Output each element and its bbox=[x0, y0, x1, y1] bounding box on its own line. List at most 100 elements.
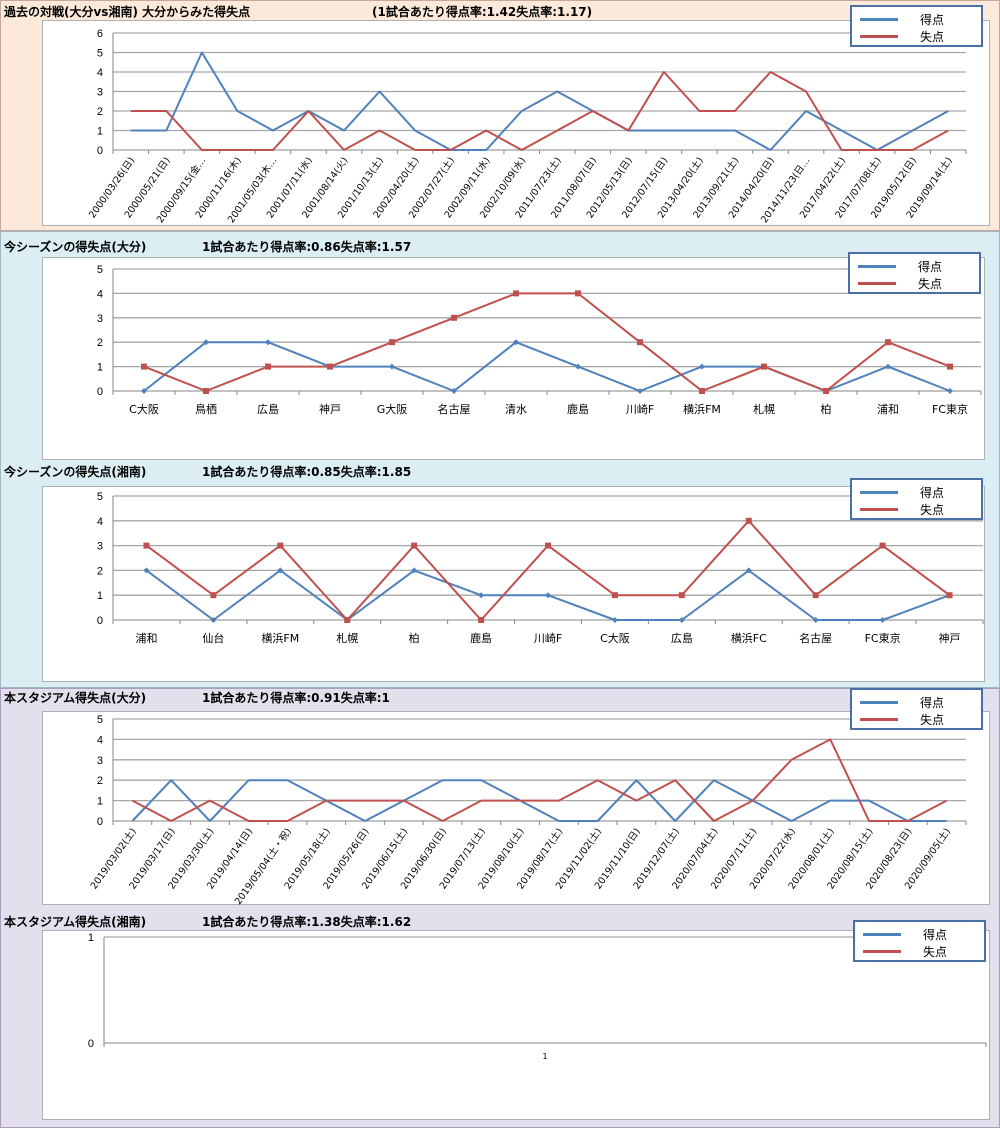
data-point-conceded bbox=[411, 542, 418, 549]
y-tick-label: 3 bbox=[97, 755, 103, 767]
data-point-conceded bbox=[265, 363, 271, 370]
y-tick-label: 0 bbox=[97, 615, 103, 627]
chart-svg: 0 1 1 bbox=[88, 932, 987, 1061]
x-tick-label: 浦和 bbox=[135, 632, 157, 645]
legend-item-scored: 得点 bbox=[863, 926, 947, 943]
legend-item-conceded: 失点 bbox=[863, 943, 947, 960]
x-tick-label: G大阪 bbox=[377, 402, 408, 416]
data-point-conceded bbox=[611, 592, 618, 599]
x-tick-label: 仙台 bbox=[202, 631, 224, 645]
data-point-conceded bbox=[389, 339, 395, 346]
chart-svg: 0 1 2 3 4 5 浦和 仙台 横浜FM 札幌 柏 鹿島 川崎F C大阪 広島 横浜FC 名古屋 FC東京 神戸 bbox=[97, 491, 984, 645]
x-tick-label: 神戸 bbox=[939, 631, 961, 645]
data-point-scored bbox=[745, 567, 752, 574]
chart-legend: 得点 失点 bbox=[850, 5, 983, 47]
data-point-scored bbox=[451, 388, 457, 394]
x-tick-label: 名古屋 bbox=[799, 631, 832, 645]
data-point-scored bbox=[277, 567, 284, 574]
data-point-scored bbox=[141, 388, 147, 394]
x-tick-label: 横浜FC bbox=[731, 631, 767, 645]
data-point-scored bbox=[545, 592, 551, 599]
y-tick-label: 4 bbox=[97, 734, 103, 746]
data-point-scored bbox=[389, 363, 395, 370]
data-point-scored bbox=[947, 388, 953, 394]
chart-stats: 1試合あたり得点率:1.38失点率:1.62 bbox=[202, 915, 412, 929]
data-point-conceded bbox=[885, 339, 891, 346]
data-point-scored bbox=[885, 363, 891, 370]
y-tick-label: 2 bbox=[97, 775, 103, 787]
x-tick-label: 鹿島 bbox=[567, 402, 589, 416]
legend-item-conceded: 失点 bbox=[860, 711, 944, 728]
data-point-conceded bbox=[947, 363, 953, 370]
data-point-conceded bbox=[203, 388, 209, 394]
y-tick-label: 1 bbox=[97, 362, 103, 374]
data-point-conceded bbox=[823, 388, 829, 394]
legend-swatch-scored bbox=[863, 933, 901, 936]
x-tick-label: 川崎F bbox=[626, 402, 654, 416]
chart-area: 0 1 2 3 4 5 C大阪 鳥栖 広島 神戸 G大阪 名古屋 清水 鹿島 川崎F 横浜FM 札幌 柏 浦和 FC東… bbox=[42, 257, 985, 460]
data-point-conceded bbox=[143, 542, 150, 549]
chart-title: 本スタジアム得失点(湘南) bbox=[4, 915, 147, 929]
y-tick-label: 3 bbox=[97, 87, 103, 99]
chart-stats: (1試合あたり得点率:1.42失点率:1.17) bbox=[372, 5, 593, 19]
legend-label-conceded: 失点 bbox=[920, 503, 945, 517]
x-tick-label: 神戸 bbox=[319, 402, 341, 416]
y-tick-label: 1 bbox=[97, 590, 103, 602]
x-tick-label: 1 bbox=[542, 1052, 547, 1061]
series-line-conceded bbox=[131, 738, 948, 822]
data-point-conceded bbox=[141, 363, 147, 370]
x-tick-label: 広島 bbox=[671, 631, 693, 645]
legend-label-conceded: 失点 bbox=[920, 30, 945, 44]
y-tick-label: 4 bbox=[97, 516, 103, 528]
data-point-scored bbox=[478, 592, 485, 599]
data-point-scored bbox=[678, 617, 685, 623]
data-point-conceded bbox=[699, 388, 705, 394]
data-point-conceded bbox=[545, 542, 551, 549]
legend-swatch-conceded bbox=[860, 35, 898, 38]
x-tick-label: 清水 bbox=[505, 403, 527, 416]
legend-swatch-conceded bbox=[858, 282, 896, 285]
x-tick-label: C大阪 bbox=[600, 631, 630, 645]
legend-label-scored: 得点 bbox=[920, 13, 945, 27]
x-tick-label: C大阪 bbox=[129, 402, 159, 416]
data-point-conceded bbox=[678, 592, 685, 599]
data-point-conceded bbox=[277, 542, 284, 549]
data-point-scored bbox=[513, 339, 519, 346]
y-tick-label: 5 bbox=[97, 48, 103, 60]
x-tick-label: 札幌 bbox=[336, 631, 358, 645]
chart-area: 0 1 2 3 4 5 浦和 仙台 横浜FM 札幌 柏 鹿島 川崎F C大阪 広島 横浜FC 名古屋 FC東京 神戸 bbox=[42, 486, 985, 682]
data-point-conceded bbox=[575, 290, 581, 297]
y-tick-label: 2 bbox=[97, 337, 103, 349]
y-tick-label: 5 bbox=[97, 264, 103, 276]
x-tick-label: 浦和 bbox=[877, 403, 899, 416]
x-tick-label: 広島 bbox=[257, 402, 279, 416]
data-point-conceded bbox=[637, 339, 643, 346]
data-point-conceded bbox=[478, 617, 485, 623]
y-tick-label: 2 bbox=[97, 565, 103, 577]
chart-title: 本スタジアム得失点(大分) bbox=[4, 691, 147, 705]
chart-legend: 得点 失点 bbox=[850, 688, 983, 730]
chart-title: 今シーズンの得失点(大分) bbox=[4, 240, 147, 254]
legend-label-scored: 得点 bbox=[918, 260, 943, 274]
data-point-conceded bbox=[210, 592, 217, 599]
data-point-scored bbox=[699, 363, 705, 370]
data-point-scored bbox=[611, 617, 618, 623]
data-point-conceded bbox=[946, 592, 953, 599]
legend-swatch-scored bbox=[858, 265, 896, 268]
x-tick-label: 札幌 bbox=[753, 402, 775, 416]
chart-area: 0 1 2 3 4 5 2019/03/02(土) 2019/03/17(日) 2019/03/… bbox=[42, 711, 990, 907]
y-tick-label: 6 bbox=[97, 28, 103, 40]
legend-item-conceded: 失点 bbox=[860, 501, 944, 518]
data-point-conceded bbox=[344, 617, 351, 623]
data-point-scored bbox=[210, 617, 217, 623]
data-point-conceded bbox=[451, 314, 457, 321]
chart-stats: 1試合あたり得点率:0.86失点率:1.57 bbox=[202, 240, 412, 254]
y-tick-label: 1 bbox=[97, 796, 103, 808]
x-tick-label: 横浜FM bbox=[261, 631, 299, 645]
y-tick-label: 2 bbox=[97, 106, 103, 118]
series-line-conceded bbox=[143, 292, 951, 392]
chart-svg: 0123452019/03/02(土)2019/03/17(日)2019/03/… bbox=[88, 714, 967, 907]
data-point-scored bbox=[637, 388, 643, 394]
legend-item-scored: 得点 bbox=[858, 258, 942, 275]
legend-item-scored: 得点 bbox=[860, 11, 944, 28]
